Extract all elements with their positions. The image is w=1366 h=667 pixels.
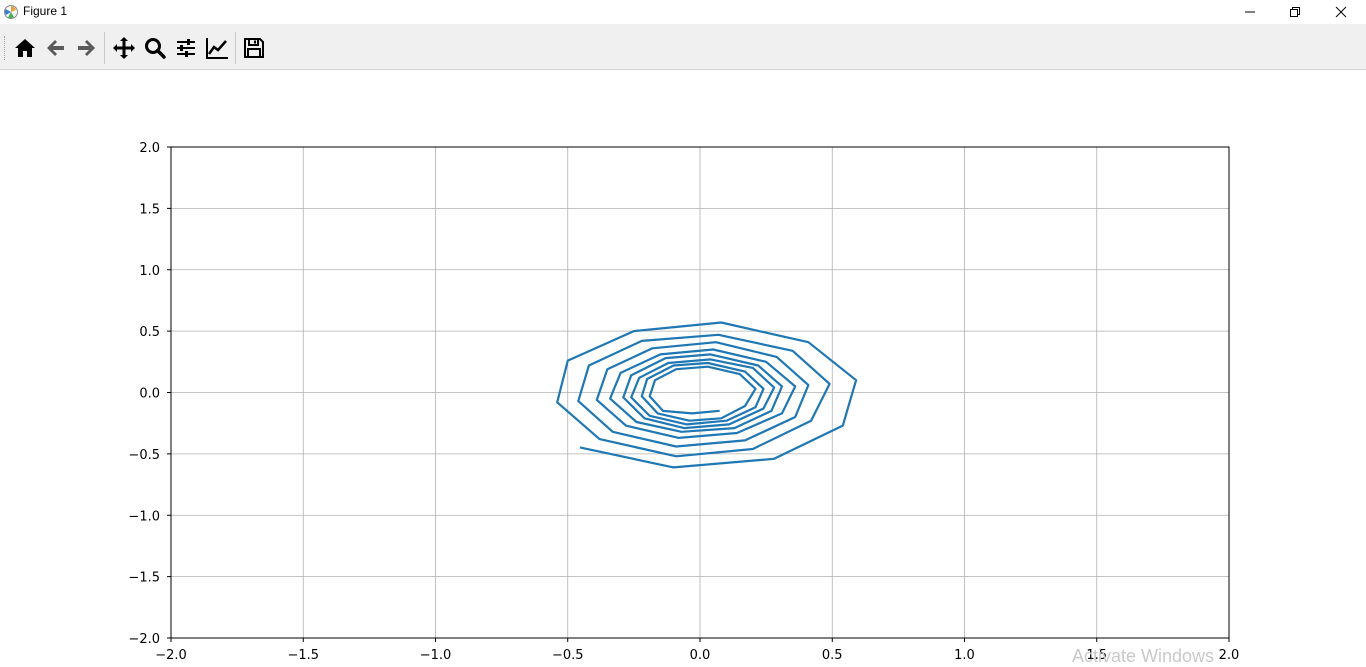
y-tick-label: −0.5 (128, 448, 160, 463)
save-button[interactable] (240, 34, 268, 62)
home-button[interactable] (11, 34, 39, 62)
y-tick-label: 2.0 (139, 141, 160, 156)
x-tick-label: −2.0 (155, 648, 187, 660)
window-title: Figure 1 (23, 4, 68, 18)
forward-button[interactable] (72, 34, 100, 62)
y-tick-label: −2.0 (128, 632, 160, 647)
spiral-series-line (556, 321, 858, 469)
close-button[interactable] (1318, 0, 1364, 24)
x-tick-label: −1.5 (287, 648, 319, 660)
zoom-button[interactable] (141, 34, 169, 62)
x-tick-label: 2.0 (1219, 648, 1240, 660)
figure-canvas[interactable]: −2.0 −1.5 −1.0 −0.5 0.0 0.5 1.0 1.5 2.0 2.0 1.5 1.0… (0, 71, 1366, 660)
home-icon (15, 39, 35, 57)
back-arrow-icon (47, 40, 64, 56)
x-tick-label: 0.0 (690, 648, 711, 660)
toolbar-separator (235, 32, 236, 64)
y-tick-label: −1.5 (128, 571, 160, 586)
x-tick-label: 0.5 (822, 648, 843, 660)
y-tick-label: 1.0 (139, 264, 160, 279)
minimize-icon (1245, 11, 1255, 13)
configure-subplots-icon (177, 39, 195, 57)
y-tick-label: −1.0 (128, 509, 160, 524)
toolbar-grip[interactable] (4, 36, 7, 60)
minimize-button[interactable] (1227, 0, 1273, 24)
zoom-magnifier-icon (145, 38, 166, 59)
pan-button[interactable] (110, 34, 138, 62)
y-tick-label: 0.0 (139, 387, 160, 402)
toolbar-separator (104, 32, 105, 64)
y-tick-label: 0.5 (139, 325, 160, 340)
save-disk-icon (244, 38, 264, 58)
y-tick-label: 1.5 (139, 202, 160, 217)
restore-icon (1290, 7, 1300, 17)
x-tick-label: −1.0 (420, 648, 452, 660)
pan-move-icon (113, 37, 135, 59)
configure-subplots-button[interactable] (172, 34, 200, 62)
x-tick-label: −0.5 (552, 648, 584, 660)
back-button[interactable] (42, 34, 70, 62)
restore-button[interactable] (1272, 0, 1318, 24)
edit-axis-icon (206, 38, 228, 59)
navigation-toolbar (0, 24, 1366, 70)
forward-arrow-icon (78, 40, 95, 56)
line-chart[interactable]: −2.0 −1.5 −1.0 −0.5 0.0 0.5 1.0 1.5 2.0 2.0 1.5 1.0… (0, 71, 1366, 660)
close-icon (1335, 6, 1347, 18)
edit-axis-button[interactable] (203, 34, 231, 62)
matplotlib-app-icon (4, 5, 18, 19)
x-tick-label: 1.0 (954, 648, 975, 660)
activate-windows-watermark: Activate Windows (1072, 646, 1215, 666)
title-bar: Figure 1 (0, 0, 1366, 24)
x-tick-label: 1.5 (1086, 648, 1107, 660)
